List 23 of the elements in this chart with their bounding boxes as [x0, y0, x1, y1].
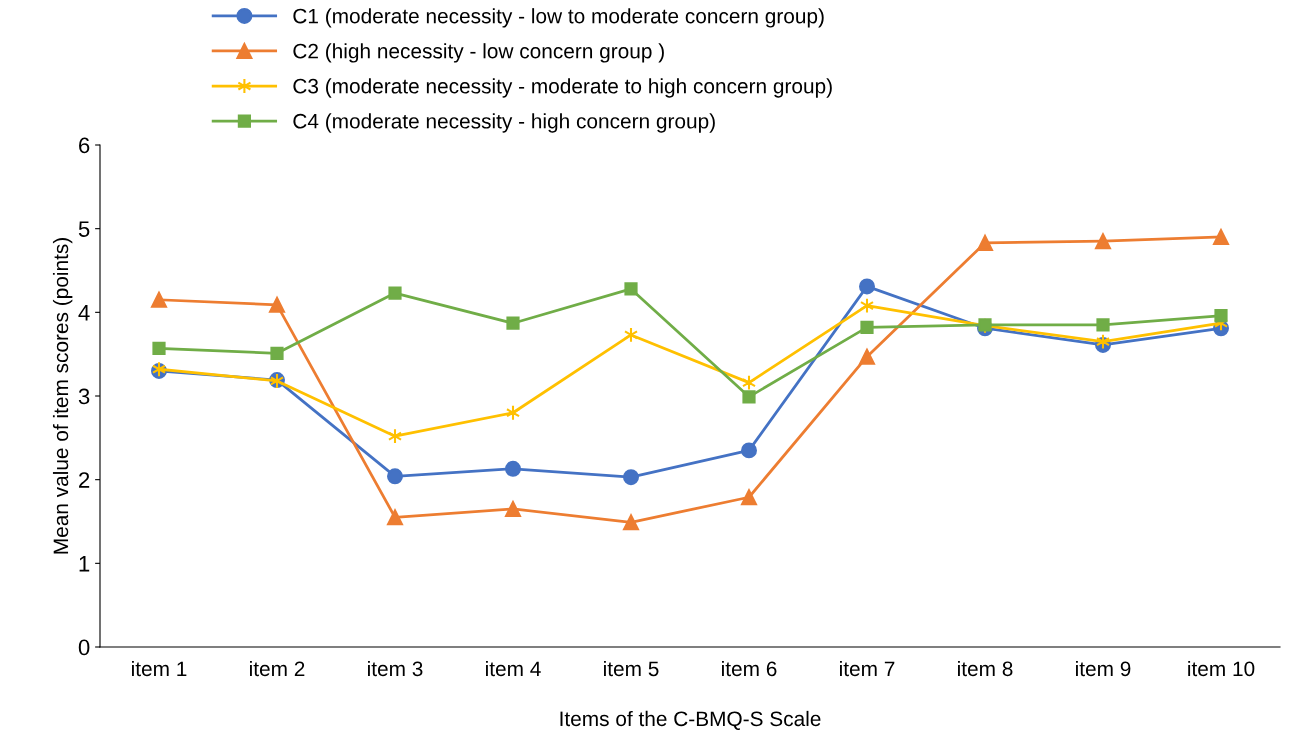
- x-tick-label: item 1: [132, 660, 187, 677]
- y-tick-label: 2: [79, 472, 90, 488]
- y-tick-label: 3: [78, 388, 90, 405]
- legend-label: C3 (moderate necessity - moderate to high concern group): [293, 78, 832, 98]
- x-tick-label: item 3: [368, 660, 423, 677]
- legend-label: C1 (moderate necessity - low to moderate concern group): [293, 8, 824, 28]
- legend-label: C2 (high necessity - low concern group ): [293, 43, 664, 63]
- x-tick-label: item 7: [840, 660, 895, 677]
- x-tick-label: item 4: [486, 660, 541, 677]
- x-tick-label: item 5: [604, 660, 659, 677]
- y-tick-label: 5: [78, 221, 90, 237]
- y-tick-label: 6: [79, 137, 90, 154]
- x-tick-label: item 9: [1076, 660, 1131, 677]
- y-tick-label: 4: [78, 305, 90, 321]
- legend-label: C4 (moderate necessity - high concern group): [293, 113, 715, 133]
- x-tick-label: item 2: [250, 660, 305, 677]
- x-tick-label: item 6: [722, 660, 777, 677]
- y-tick-label: 0: [78, 639, 90, 656]
- y-axis-title: Mean value of item scores (points): [52, 238, 73, 554]
- y-tick-label: 1: [79, 556, 90, 572]
- x-tick-label: item 8: [958, 660, 1013, 677]
- x-tick-label: item 10: [1188, 660, 1255, 677]
- x-axis-title: Items of the C-BMQ-S Scale: [560, 710, 821, 730]
